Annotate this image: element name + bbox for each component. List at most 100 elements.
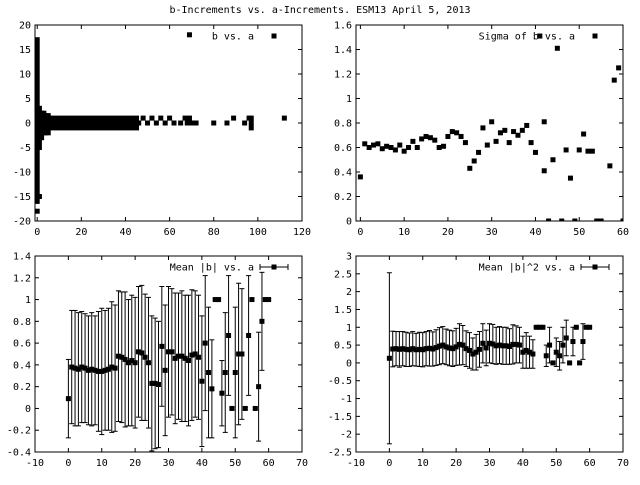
data-point: [401, 148, 407, 154]
data-point: [248, 120, 254, 126]
data-point: [541, 119, 547, 125]
data-point: [176, 353, 182, 359]
data-point: [487, 340, 492, 346]
data-point: [92, 367, 98, 373]
data-point: [35, 110, 40, 116]
legend-marker: [271, 264, 277, 270]
data-point: [149, 115, 155, 121]
data-point: [426, 345, 432, 351]
data-point: [433, 345, 439, 351]
data-point: [414, 145, 420, 150]
data-point: [520, 349, 526, 355]
data-point: [242, 405, 248, 411]
data-point: [182, 115, 188, 121]
data-point: [162, 120, 168, 126]
data-point: [393, 346, 399, 352]
data-point: [186, 115, 192, 121]
data-point: [527, 349, 533, 355]
x-tick-label: 60: [584, 458, 596, 469]
data-point: [598, 218, 604, 221]
data-point: [366, 145, 372, 150]
data-point: [140, 115, 146, 121]
legend-marker: [592, 264, 598, 270]
data-point: [585, 148, 591, 154]
data-point: [550, 360, 556, 366]
y-tick-label: -5: [19, 143, 31, 154]
x-tick-label: 30: [162, 458, 174, 469]
data-point: [152, 380, 158, 386]
data-point: [471, 158, 477, 164]
data-point: [489, 119, 495, 125]
figure-title: b-Increments vs. a-Increments. ESM13 Apr…: [169, 5, 470, 16]
x-tick-label: 40: [517, 458, 529, 469]
data-point: [212, 297, 218, 303]
data-point: [440, 342, 446, 348]
plot-area: [65, 271, 272, 452]
data-point: [416, 346, 422, 352]
data-point: [441, 143, 447, 149]
data-point: [517, 342, 523, 348]
x-tick-label: 20: [450, 458, 462, 469]
y-tick-label: 2: [346, 287, 352, 298]
y-tick-label: 1: [25, 295, 31, 306]
data-point: [222, 370, 228, 376]
data-point: [102, 367, 108, 373]
data-point: [607, 163, 613, 169]
data-point: [262, 297, 268, 303]
data-point: [589, 148, 595, 154]
data-point: [184, 120, 190, 126]
data-point: [423, 346, 429, 352]
data-point: [432, 137, 438, 143]
data-point: [172, 355, 178, 361]
data-point: [392, 147, 398, 153]
data-point: [530, 351, 536, 357]
x-tick-label: -10: [26, 458, 44, 469]
data-point: [249, 297, 255, 303]
data-point: [89, 366, 95, 372]
y-tick-label: -2.5: [328, 448, 352, 459]
legend-label: Mean |b|^2 vs. a: [479, 263, 575, 274]
data-point: [476, 346, 482, 352]
data-point: [513, 341, 519, 347]
data-point: [497, 342, 503, 348]
data-point: [239, 351, 245, 357]
data-point: [616, 65, 622, 71]
data-point: [483, 345, 489, 351]
data-point: [119, 354, 125, 360]
data-point: [583, 324, 589, 330]
y-tick-label: -15: [13, 192, 31, 203]
data-point: [139, 350, 145, 356]
x-tick-label: 20: [442, 227, 454, 238]
data-point: [515, 132, 521, 138]
data-point: [386, 355, 392, 361]
x-tick-label: 60: [617, 227, 629, 238]
data-point: [467, 165, 473, 171]
data-point: [145, 120, 151, 126]
legend-label: b vs. a: [212, 32, 254, 43]
data-point: [541, 168, 547, 174]
data-point: [159, 343, 165, 349]
data-point: [427, 135, 433, 141]
data-point: [167, 115, 173, 121]
data-point: [242, 120, 248, 126]
x-tick-label: 0: [357, 227, 363, 238]
data-point: [182, 355, 188, 361]
data-point: [458, 133, 464, 139]
data-point: [453, 344, 459, 350]
data-point: [620, 218, 623, 221]
data-point: [563, 335, 569, 341]
data-point: [547, 342, 553, 348]
data-point: [388, 145, 394, 150]
data-point: [497, 130, 503, 136]
data-point: [219, 390, 225, 396]
data-point: [493, 138, 499, 144]
chart-panel-3: -10 0 10 20 30 40 50 60 70 -0.4 -0.2 0 0.2 0.4 0.6 0.8 1…: [7, 252, 308, 470]
data-point: [567, 360, 573, 366]
data-point: [136, 120, 142, 126]
data-point: [577, 360, 583, 366]
data-point: [528, 140, 534, 146]
data-point: [259, 318, 265, 324]
y-tick-label: 0.8: [13, 317, 31, 328]
data-point: [445, 133, 451, 139]
data-point: [506, 140, 512, 146]
